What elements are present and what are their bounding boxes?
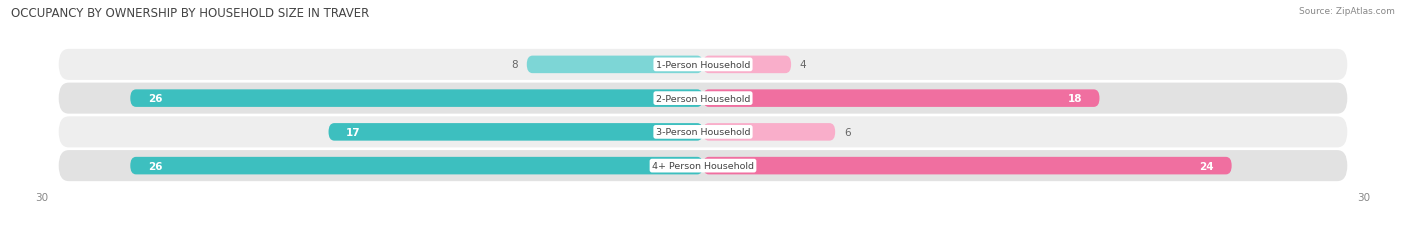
Text: 4: 4 — [800, 60, 807, 70]
Text: 26: 26 — [148, 161, 163, 171]
Text: 2-Person Household: 2-Person Household — [655, 94, 751, 103]
FancyBboxPatch shape — [329, 124, 703, 141]
Text: 6: 6 — [844, 127, 851, 137]
FancyBboxPatch shape — [703, 124, 835, 141]
FancyBboxPatch shape — [703, 157, 1232, 175]
FancyBboxPatch shape — [131, 90, 703, 107]
FancyBboxPatch shape — [59, 117, 1347, 148]
FancyBboxPatch shape — [527, 56, 703, 74]
FancyBboxPatch shape — [59, 150, 1347, 181]
FancyBboxPatch shape — [59, 83, 1347, 114]
Text: Source: ZipAtlas.com: Source: ZipAtlas.com — [1299, 7, 1395, 16]
FancyBboxPatch shape — [59, 50, 1347, 81]
Text: 24: 24 — [1199, 161, 1213, 171]
Text: 26: 26 — [148, 94, 163, 104]
FancyBboxPatch shape — [703, 90, 1099, 107]
Text: 8: 8 — [512, 60, 517, 70]
Text: 17: 17 — [346, 127, 361, 137]
Text: 4+ Person Household: 4+ Person Household — [652, 161, 754, 170]
FancyBboxPatch shape — [703, 56, 792, 74]
Text: OCCUPANCY BY OWNERSHIP BY HOUSEHOLD SIZE IN TRAVER: OCCUPANCY BY OWNERSHIP BY HOUSEHOLD SIZE… — [11, 7, 370, 20]
Text: 3-Person Household: 3-Person Household — [655, 128, 751, 137]
FancyBboxPatch shape — [131, 157, 703, 175]
Text: 1-Person Household: 1-Person Household — [655, 61, 751, 70]
Text: 18: 18 — [1067, 94, 1081, 104]
